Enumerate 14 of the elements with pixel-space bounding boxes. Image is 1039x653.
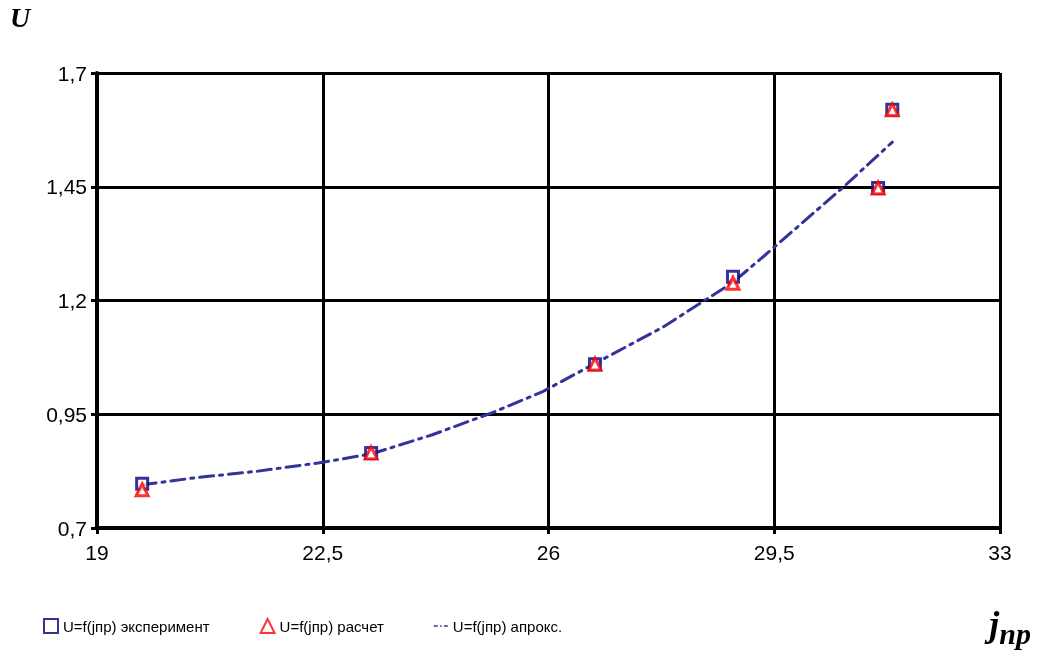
x-tick-label: 29,5	[753, 541, 795, 564]
y-tick-label: 1,7	[57, 61, 87, 85]
y-tick-label: 0,95	[46, 402, 87, 426]
x-tick-label: 22,5	[302, 541, 344, 564]
legend-label: U=f(jпр) расчет	[279, 617, 384, 635]
legend-label: U=f(jпр) апрокс.	[452, 617, 563, 635]
x-tick-label: 26	[536, 541, 561, 564]
y-axis-title: U	[10, 2, 31, 33]
x-tick-label: 33	[988, 541, 1012, 564]
y-tick-label: 1,2	[57, 289, 87, 312]
legend-label: U=f(jпр) эксперимент	[63, 617, 210, 635]
y-tick-label: 1,45	[46, 175, 87, 199]
y-tick-label: 0,7	[57, 516, 87, 540]
x-tick-label: 19	[85, 541, 109, 564]
